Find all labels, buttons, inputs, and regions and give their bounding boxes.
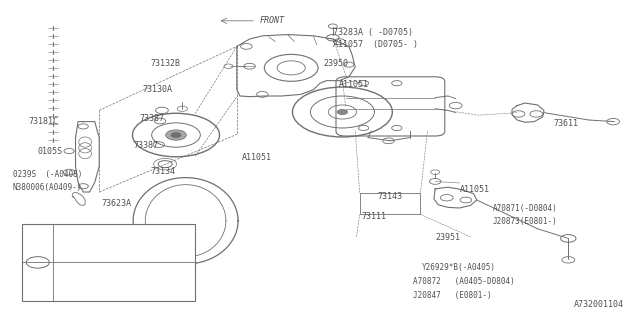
Circle shape	[337, 109, 348, 115]
Text: 1: 1	[35, 258, 40, 267]
FancyBboxPatch shape	[22, 224, 195, 301]
Circle shape	[171, 132, 181, 138]
Text: N380006(A0409-): N380006(A0409-)	[13, 183, 82, 192]
Text: 23950: 23950	[323, 60, 348, 68]
Text: Y26929*B(-A0405): Y26929*B(-A0405)	[422, 263, 497, 272]
Text: 73611: 73611	[554, 119, 579, 128]
Text: K21450<NA>: K21450<NA>	[57, 237, 103, 246]
Text: J20847   (E0801-): J20847 (E0801-)	[413, 291, 492, 300]
Text: 0239S  (-A0408): 0239S (-A0408)	[13, 170, 82, 179]
Text: A70871(-D0804): A70871(-D0804)	[493, 204, 557, 213]
Text: A11051: A11051	[460, 185, 490, 194]
Text: 73143: 73143	[378, 192, 403, 201]
Text: K21450<ALL><A0407->: K21450<ALL><A0407->	[57, 277, 145, 286]
Text: 73130A: 73130A	[142, 85, 172, 94]
Text: 0105S: 0105S	[37, 147, 62, 156]
Text: 73111: 73111	[362, 212, 387, 221]
Text: A11057  (D0705- ): A11057 (D0705- )	[333, 40, 418, 49]
Text: J20873(E0801-): J20873(E0801-)	[493, 217, 557, 226]
Text: A11051: A11051	[339, 80, 369, 89]
Text: 73181C: 73181C	[29, 117, 59, 126]
Text: 73134: 73134	[150, 167, 175, 176]
Circle shape	[166, 130, 186, 140]
Text: 73283A ( -D0705): 73283A ( -D0705)	[333, 28, 413, 36]
Text: 73132B: 73132B	[150, 60, 180, 68]
Text: A732001104: A732001104	[574, 300, 624, 309]
Text: 73387: 73387	[133, 141, 158, 150]
Text: FRONT: FRONT	[259, 16, 284, 25]
Text: A11051: A11051	[242, 153, 272, 162]
Text: A70872   (A0405-D0804): A70872 (A0405-D0804)	[413, 277, 515, 286]
Text: 73623A: 73623A	[101, 199, 131, 208]
Text: K21447<TURBO><-A0407>: K21447<TURBO><-A0407>	[57, 250, 154, 259]
Text: 1: 1	[183, 259, 188, 268]
Text: 73387: 73387	[140, 114, 164, 123]
Text: 23951: 23951	[435, 233, 460, 242]
